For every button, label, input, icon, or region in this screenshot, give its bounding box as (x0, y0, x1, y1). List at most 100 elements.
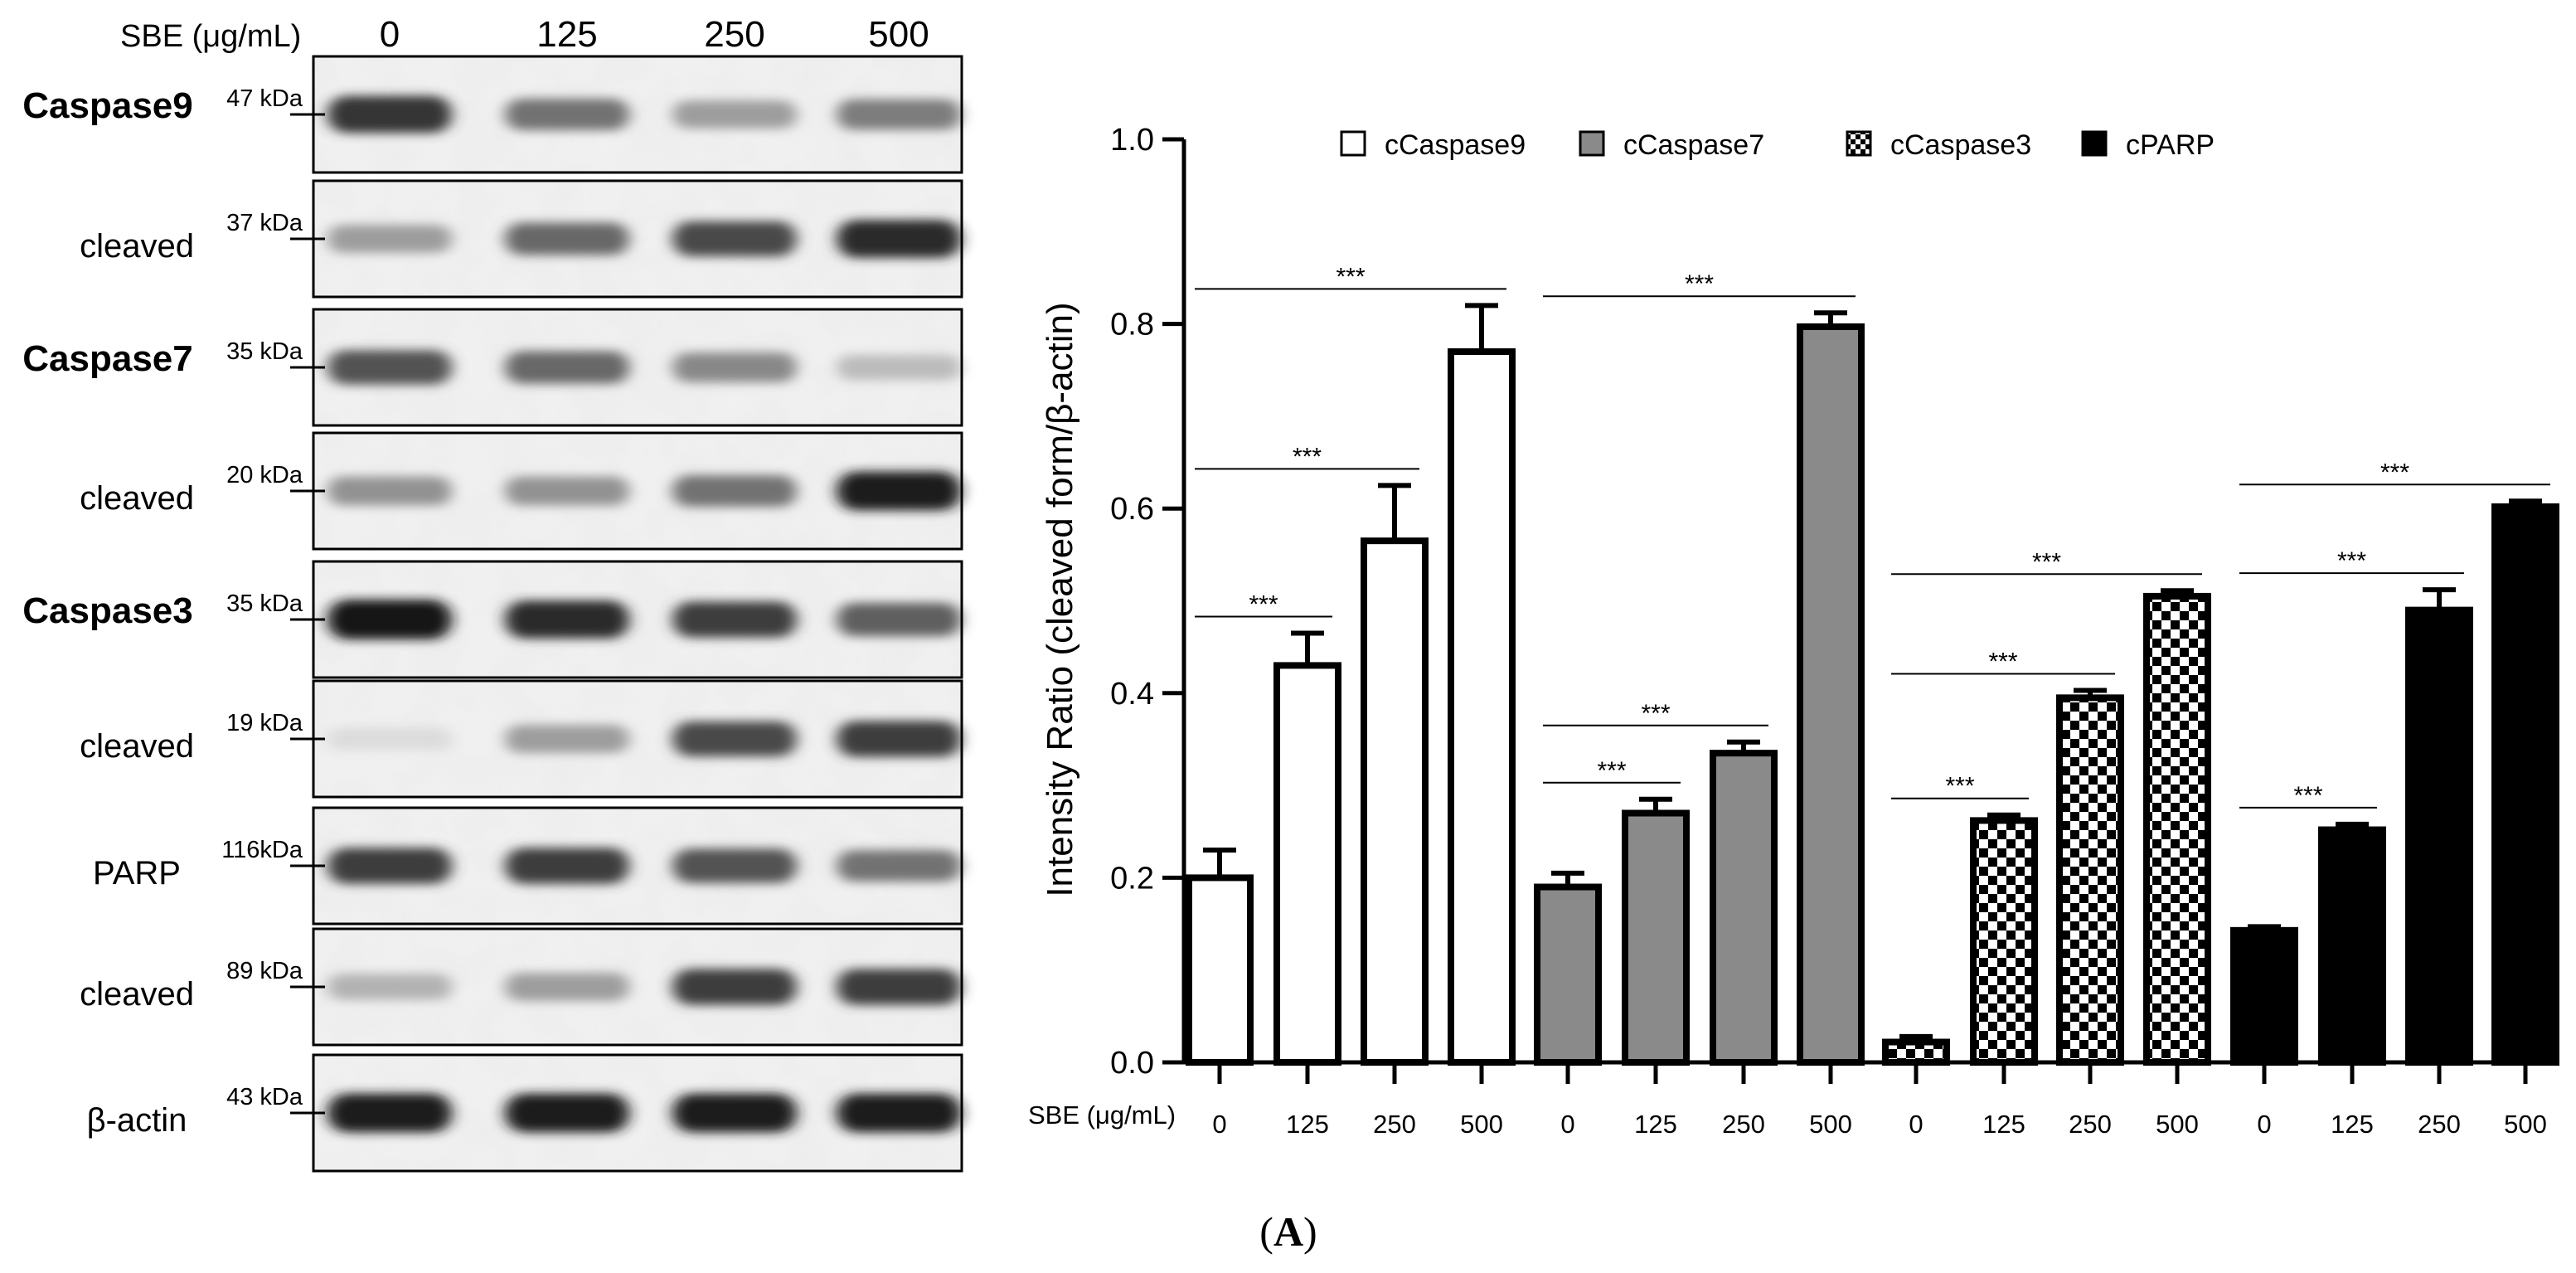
significance-label: *** (2032, 548, 2061, 576)
caption-letter: A (1273, 1208, 1303, 1255)
blot-row-8: 43 kDa β-actin (87, 1053, 963, 1173)
blot-band (327, 225, 452, 253)
legend-label: cCaspase7 (1623, 129, 1764, 161)
significance-markers: *** *** *** *** *** *** *** *** *** *** *** *** (1195, 263, 2550, 809)
blot-band (505, 848, 629, 884)
legend-item-cCaspase7: cCaspase7 (1579, 129, 1764, 161)
blot-band (837, 602, 961, 637)
kda-label: 35 kDa (226, 590, 303, 617)
western-blot-panel: SBE (μg/mL) 0 125 250 500 47 kDa Caspase9 37 … (22, 14, 963, 1173)
blot-band (672, 100, 797, 129)
legend: cCaspase9 cCaspase7 cCaspase3 cPARP (1340, 129, 2215, 161)
bar (1534, 883, 1602, 1067)
kda-label: 43 kDa (226, 1084, 303, 1110)
blot-row-label: Caspase7 (22, 338, 192, 379)
series-cCaspase3 (1882, 588, 2211, 1067)
blot-band (672, 848, 797, 883)
bar (2230, 926, 2298, 1066)
legend-item-cCaspase3: cCaspase3 (1846, 129, 2031, 161)
blot-band (837, 721, 961, 757)
y-axis: 0.0 0.2 0.4 0.6 0.8 1.0 (1110, 123, 1186, 1081)
blot-row-4: 35 kDa Caspase3 (22, 560, 963, 679)
significance-label: *** (1249, 590, 1278, 618)
significance-label: *** (1945, 773, 1974, 800)
series-cCaspase7 (1534, 310, 1865, 1067)
legend-swatch (1579, 130, 1605, 157)
significance-label: *** (2337, 547, 2366, 575)
panel-caption: (A) (1259, 1208, 1317, 1255)
x-tick-label: 125 (1634, 1110, 1677, 1139)
significance-label: *** (1597, 757, 1626, 785)
blot-row-3: 20 kDa cleaved (80, 431, 963, 551)
series-cPARP (2230, 498, 2559, 1066)
legend-item-cCaspase9: cCaspase9 (1340, 129, 1526, 161)
x-tick-label: 250 (1373, 1110, 1416, 1139)
kda-label: 35 kDa (226, 338, 303, 365)
x-tick-label: 250 (1722, 1110, 1765, 1139)
bar (1797, 323, 1865, 1066)
blot-band (505, 351, 629, 384)
bar (2143, 592, 2211, 1066)
blot-dose-2: 250 (704, 14, 764, 55)
significance-label: *** (2380, 459, 2409, 486)
bar (1448, 347, 1516, 1066)
bar (1186, 874, 1254, 1067)
x-tick-label: 0 (1560, 1110, 1574, 1139)
significance-label: *** (1685, 270, 1714, 298)
blot-band (505, 1093, 629, 1133)
blot-dose-labels: 0 125 250 500 (380, 14, 929, 55)
bar (2056, 694, 2124, 1066)
y-tick-label: 0.2 (1110, 861, 1154, 896)
blot-band (837, 220, 961, 258)
y-tick-label: 1.0 (1110, 123, 1154, 158)
blot-row-label: Caspase9 (22, 85, 192, 126)
blot-row-label: cleaved (80, 728, 194, 765)
blot-row-label: cleaved (80, 976, 194, 1013)
blot-band (505, 222, 629, 255)
y-axis-label: Intensity Ratio (cleaved form/β-actin) (1040, 302, 1080, 896)
bar-chart: Intensity Ratio (cleaved form/β-actin) c… (1028, 123, 2559, 1139)
bar (1970, 817, 2038, 1066)
x-tick-label: 500 (2156, 1110, 2199, 1139)
bar (1882, 1038, 1950, 1067)
blot-row-label: cleaved (80, 228, 194, 265)
blot-row-6: 116kDa PARP (93, 806, 963, 926)
blot-band (672, 1093, 797, 1133)
bar (2318, 826, 2386, 1066)
blot-band (837, 99, 961, 130)
blot-band (505, 98, 629, 131)
blot-rows: 47 kDa Caspase9 37 kDa cleaved 35 kDa Caspase… (22, 55, 963, 1173)
caption-close: ) (1303, 1208, 1317, 1255)
blot-row-7: 89 kDa cleaved (80, 927, 963, 1047)
bar (1273, 662, 1341, 1066)
bar-series (1186, 303, 2559, 1067)
blot-band (672, 601, 797, 638)
blot-band (327, 350, 452, 385)
blot-band (505, 725, 629, 753)
x-tick-label: 500 (2504, 1110, 2547, 1139)
legend-swatch (1846, 130, 1872, 157)
x-tick-label: 125 (1286, 1110, 1329, 1139)
blot-band (672, 474, 797, 508)
kda-label: 47 kDa (226, 85, 303, 112)
blot-row-label: PARP (93, 855, 181, 892)
blot-band (672, 969, 797, 1005)
x-axis-label: SBE (μg/mL) (1028, 1101, 1176, 1130)
x-tick-label: 500 (1809, 1110, 1852, 1139)
blot-band (837, 1093, 961, 1133)
kda-label: 116kDa (221, 837, 303, 863)
x-tick-label: 0 (1909, 1110, 1923, 1139)
bar (1710, 750, 1778, 1067)
x-tick-label: 250 (2069, 1110, 2112, 1139)
blot-row-5: 19 kDa cleaved (80, 679, 963, 799)
kda-label: 19 kDa (226, 710, 303, 736)
blot-band (837, 969, 961, 1005)
blot-dose-1: 125 (536, 14, 597, 55)
x-axis: SBE (μg/mL) 0 125 250 500 0 125 250 500 0 125 250 50… (1028, 1060, 2554, 1139)
x-tick-label: 0 (2257, 1110, 2271, 1139)
blot-band (672, 221, 797, 257)
blot-band (327, 95, 452, 134)
blot-dose-0: 0 (380, 14, 400, 55)
legend-swatch (1340, 130, 1366, 157)
